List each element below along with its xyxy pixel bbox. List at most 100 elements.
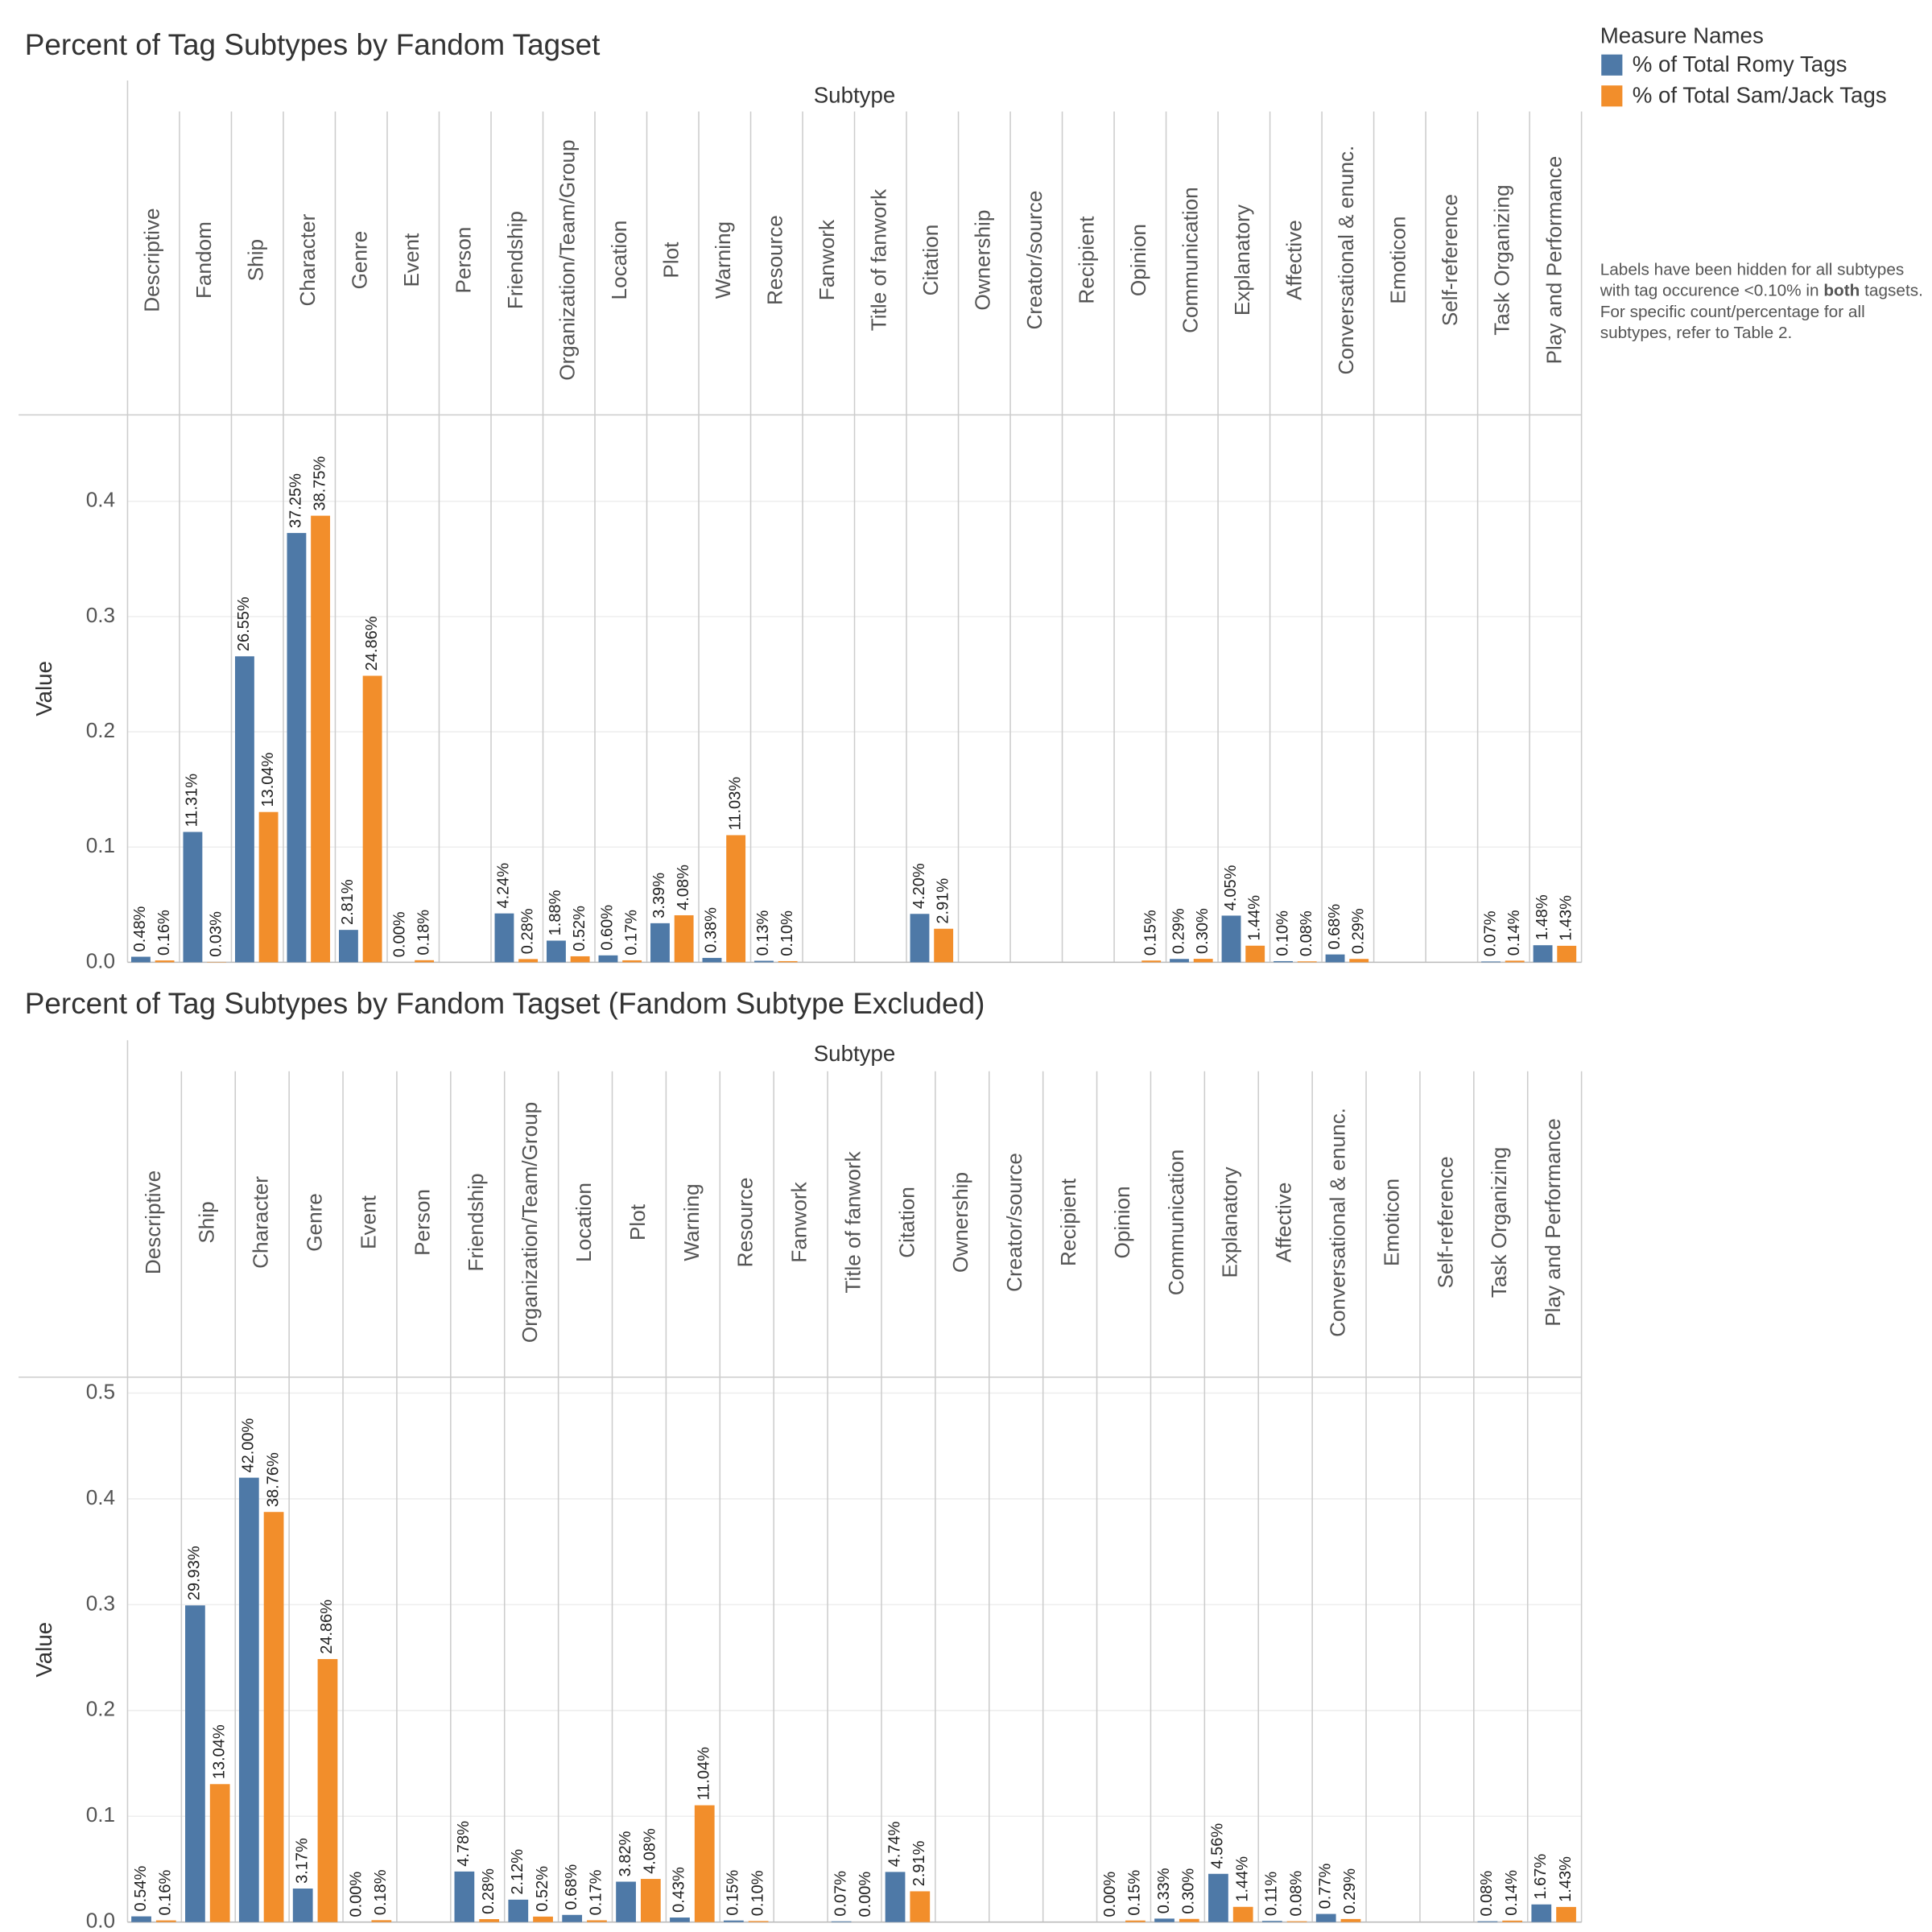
legend-swatch — [1601, 54, 1623, 76]
category-label: Communication — [1179, 187, 1203, 333]
bar — [670, 1918, 690, 1922]
bar — [748, 1921, 769, 1922]
bar — [1154, 1918, 1174, 1922]
bar — [702, 957, 722, 963]
value-label: 0.03% — [207, 911, 225, 957]
bar — [1533, 945, 1553, 963]
bar — [1232, 1906, 1253, 1922]
category-label: Task Organizing — [1490, 184, 1514, 335]
value-label: 0.68% — [563, 1864, 580, 1910]
y-tick-label: 0.1 — [86, 1802, 115, 1827]
value-label: 2.12% — [509, 1849, 526, 1895]
category-label: Play and Performance — [1541, 1118, 1565, 1327]
value-label: 0.38% — [703, 907, 720, 953]
value-label: 0.29% — [1349, 908, 1367, 954]
bar — [1502, 1920, 1523, 1922]
value-label: 0.16% — [155, 910, 173, 956]
category-label: Opinion — [1126, 224, 1150, 296]
value-label: 1.67% — [1532, 1854, 1550, 1900]
value-label: 38.76% — [264, 1452, 282, 1507]
value-label: 0.18% — [415, 910, 432, 956]
category-label: Conversational & enunc. — [1325, 1108, 1349, 1337]
y-tick-label: 0.4 — [86, 488, 115, 512]
bar — [292, 1889, 313, 1922]
value-label: 0.14% — [1503, 1870, 1521, 1916]
category-label: Genre — [302, 1193, 326, 1252]
y-axis-title: Value — [31, 1622, 56, 1678]
bar — [910, 1891, 931, 1922]
value-label: 0.14% — [1505, 910, 1523, 956]
value-label: 4.08% — [642, 1828, 659, 1874]
bar — [1274, 960, 1293, 963]
bar — [1325, 954, 1345, 963]
bar — [726, 835, 746, 963]
category-label: Event — [356, 1195, 380, 1249]
bar — [1505, 960, 1525, 963]
value-label: 0.15% — [1126, 1870, 1144, 1916]
value-label: 0.07% — [1481, 910, 1499, 956]
value-label: 0.15% — [1141, 910, 1159, 956]
category-label: Affective — [1272, 1183, 1296, 1263]
value-label: 0.33% — [1155, 1868, 1173, 1913]
value-label: 0.43% — [671, 1867, 688, 1913]
bar — [362, 675, 382, 963]
value-label: 24.86% — [363, 616, 381, 671]
x-axis-title: Subtype — [814, 1041, 896, 1066]
category-label: Event — [399, 233, 423, 287]
category-label: Character — [295, 213, 320, 306]
value-label: 0.00% — [1101, 1872, 1119, 1918]
value-label: 2.81% — [339, 879, 357, 925]
value-label: 24.86% — [318, 1600, 336, 1654]
value-label: 4.78% — [455, 1821, 473, 1867]
value-label: 0.10% — [1274, 910, 1291, 956]
category-label: Character — [249, 1176, 273, 1269]
value-label: 0.60% — [599, 905, 617, 951]
note-text: Labels have been hidden for all subtypes… — [1600, 260, 1905, 300]
category-label: Descriptive — [141, 1170, 165, 1274]
category-label: Creator/source — [1022, 191, 1046, 330]
y-axis-title: Value — [31, 661, 56, 716]
y-tick-label: 0.3 — [86, 1591, 115, 1615]
value-label: 1.88% — [547, 890, 564, 935]
category-label: Warning — [711, 221, 735, 299]
value-label: 0.28% — [518, 908, 536, 954]
value-label: 37.25% — [287, 473, 305, 528]
value-label: 13.04% — [210, 1724, 228, 1779]
category-label: Friendship — [503, 211, 527, 309]
value-label: 0.13% — [754, 910, 772, 956]
bar — [454, 1871, 475, 1922]
value-label: 1.44% — [1245, 895, 1263, 941]
value-label: 38.75% — [311, 456, 328, 510]
legend-label: % of Total Sam/Jack Tags — [1633, 82, 1887, 107]
category-label: Emoticon — [1386, 217, 1410, 304]
bar — [131, 1916, 151, 1922]
value-label: 4.74% — [886, 1821, 903, 1867]
bar — [1179, 1918, 1199, 1922]
value-label: 0.48% — [131, 906, 149, 952]
note-text: tagsets. For specific count/percentage f… — [1600, 281, 1923, 342]
bar — [258, 811, 279, 963]
bar — [1340, 1918, 1361, 1922]
y-tick-label: 0.3 — [86, 603, 115, 627]
bar — [1531, 1904, 1552, 1922]
bar — [910, 914, 930, 963]
bar — [616, 1881, 636, 1922]
value-label: 0.77% — [1316, 1863, 1334, 1909]
value-label: 2.91% — [934, 878, 952, 924]
chart-title: Percent of Tag Subtypes by Fandom Tagset — [25, 28, 601, 61]
category-label: Title of fanwork — [840, 1150, 865, 1293]
bar — [185, 1605, 205, 1922]
bar — [1208, 1873, 1228, 1922]
bar — [1315, 1913, 1336, 1922]
value-label: 0.17% — [588, 1869, 605, 1915]
value-label: 0.07% — [832, 1871, 849, 1917]
value-label: 0.29% — [1341, 1868, 1359, 1914]
value-label: 0.52% — [534, 1866, 551, 1912]
bar — [1170, 959, 1189, 963]
legend-title: Measure Names — [1600, 23, 1764, 47]
y-tick-label: 0.4 — [86, 1485, 115, 1509]
legend-swatch — [1601, 85, 1623, 107]
category-label: Location — [607, 221, 631, 300]
value-label: 11.31% — [184, 774, 201, 828]
value-label: 0.15% — [724, 1870, 742, 1916]
